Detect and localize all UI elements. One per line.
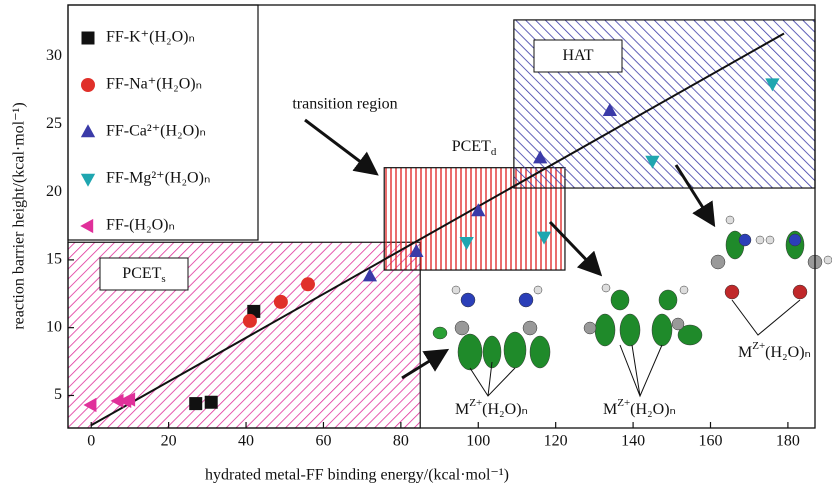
complex-label-base: M xyxy=(455,401,469,418)
region-label-text: PCET xyxy=(122,265,161,282)
molecule xyxy=(584,284,702,346)
data-point xyxy=(301,277,315,291)
data-point xyxy=(205,396,218,409)
complex-label: MZ+(H₂O)ₙ xyxy=(455,397,528,418)
region-label: PCETs xyxy=(122,265,165,285)
x-tick-label: 60 xyxy=(315,433,331,450)
region-label-subscript: s xyxy=(161,273,165,285)
y-tick-label: 15 xyxy=(46,251,62,268)
x-tick-label: 0 xyxy=(87,433,95,450)
region-label-subscript: d xyxy=(491,146,497,158)
complex-label-rest: (H₂O)ₙ xyxy=(482,401,528,418)
x-tick-label: 180 xyxy=(776,433,800,450)
legend-label: FF-K⁺(H₂O)ₙ xyxy=(106,29,195,46)
x-tick-label: 160 xyxy=(698,433,722,450)
molecule xyxy=(711,216,832,299)
complex-label: MZ+(H₂O)ₙ xyxy=(603,397,676,418)
complex-label-base: M xyxy=(738,344,752,361)
leader xyxy=(732,300,800,335)
complex-label-sup: Z+ xyxy=(752,340,765,352)
legend-label: FF-Mg²⁺(H₂O)ₙ xyxy=(106,170,210,187)
region-label: HAT xyxy=(562,47,593,64)
complex-label-sup: Z+ xyxy=(469,397,482,409)
complex-label: MZ+(H₂O)ₙ xyxy=(738,340,811,361)
y-tick-label: 20 xyxy=(46,183,62,200)
x-tick-label: 100 xyxy=(466,433,490,450)
y-tick-label: 5 xyxy=(54,386,62,403)
x-tick-label: 40 xyxy=(238,433,254,450)
y-axis-label: reaction barrier height/(kcal·mol⁻¹) xyxy=(11,102,28,329)
x-tick-label: 140 xyxy=(621,433,645,450)
chart: PCETsPCETdHAT xyxy=(0,0,832,489)
complex-label-base: M xyxy=(603,401,617,418)
x-axis-label: hydrated metal-FF binding energy/(kcal·m… xyxy=(205,467,509,484)
x-tick-label: 120 xyxy=(544,433,568,450)
x-tick-label: 80 xyxy=(393,433,409,450)
y-tick-label: 25 xyxy=(46,115,62,132)
data-point xyxy=(243,314,257,328)
data-point xyxy=(189,397,202,410)
y-tick-label: 30 xyxy=(46,47,62,64)
y-tick-label: 10 xyxy=(46,318,62,335)
annotation: transition region xyxy=(292,96,397,113)
molecule xyxy=(433,286,550,370)
complex-label-rest: (H₂O)ₙ xyxy=(630,401,676,418)
legend-label: FF-Na⁺(H₂O)ₙ xyxy=(106,76,202,93)
region-label: PCETd xyxy=(452,138,497,158)
x-tick-label: 20 xyxy=(161,433,177,450)
data-point xyxy=(274,295,288,309)
arrow xyxy=(305,120,374,172)
legend-label: FF-Ca²⁺(H₂O)ₙ xyxy=(106,123,206,140)
complex-label-rest: (H₂O)ₙ xyxy=(765,344,811,361)
region-label-text: HAT xyxy=(562,47,593,64)
legend-marker xyxy=(82,32,95,45)
legend-marker xyxy=(81,78,95,92)
region-label-text: PCET xyxy=(452,138,491,155)
complex-label-sup: Z+ xyxy=(617,397,630,409)
legend-label: FF-(H₂O)ₙ xyxy=(106,217,175,234)
leader xyxy=(620,345,662,396)
page: PCETsPCETdHAT xyxy=(0,0,832,489)
